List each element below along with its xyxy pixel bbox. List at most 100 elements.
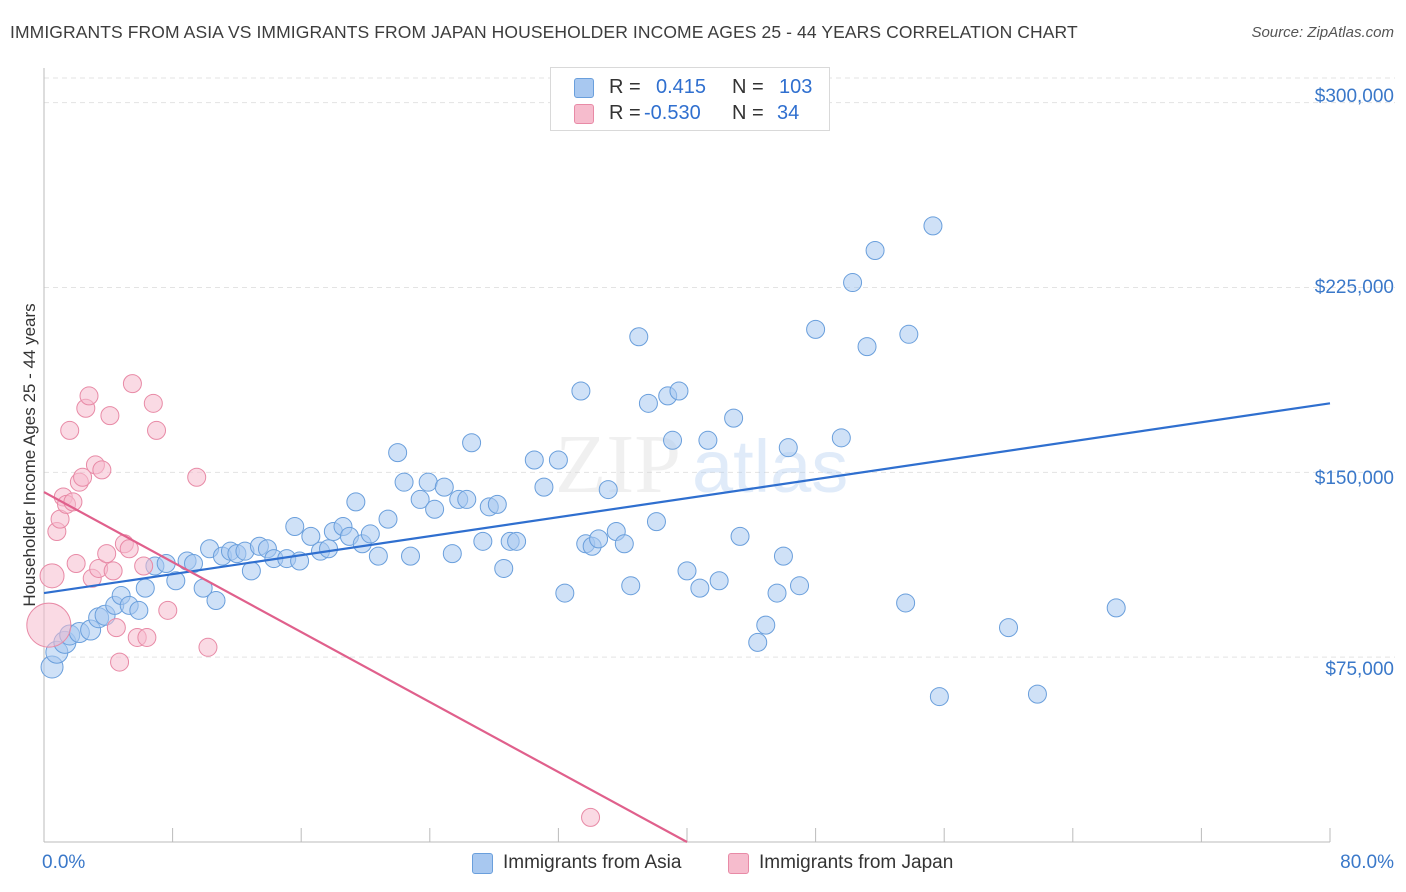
trend-lines bbox=[43, 402, 1331, 843]
asia-point bbox=[923, 216, 943, 236]
japan-point bbox=[187, 467, 207, 487]
asia-point bbox=[896, 593, 916, 613]
series-asia-points bbox=[40, 216, 1126, 707]
japan-point bbox=[92, 460, 112, 480]
asia-point bbox=[388, 443, 408, 463]
asia-swatch bbox=[574, 78, 594, 98]
asia-point bbox=[507, 531, 527, 551]
japan-point bbox=[60, 420, 80, 440]
japan-point bbox=[26, 602, 72, 648]
asia-point bbox=[401, 546, 421, 566]
n-label: N = bbox=[732, 76, 764, 98]
japan-point bbox=[158, 600, 178, 620]
asia-point bbox=[206, 590, 226, 610]
axes bbox=[43, 68, 1331, 843]
asia-point bbox=[534, 477, 554, 497]
japan-point bbox=[66, 554, 86, 574]
asia-point bbox=[767, 583, 787, 603]
source-credit: Source: ZipAtlas.com bbox=[1251, 24, 1394, 41]
japan-point bbox=[100, 406, 120, 426]
legend-label-asia: Immigrants from Asia bbox=[503, 852, 682, 873]
asia-point bbox=[756, 615, 776, 635]
asia-point bbox=[571, 381, 591, 401]
asia-point bbox=[410, 489, 430, 509]
japan-point bbox=[39, 563, 65, 589]
watermark-zip: ZIP bbox=[555, 418, 681, 511]
asia-point bbox=[843, 273, 863, 293]
n-label: N = bbox=[732, 102, 764, 124]
asia-point bbox=[473, 531, 493, 551]
asia-point bbox=[462, 433, 482, 453]
asia-point bbox=[669, 381, 689, 401]
asia-point bbox=[677, 561, 697, 581]
asia-point bbox=[748, 632, 768, 652]
asia-point bbox=[442, 544, 462, 564]
japan-point bbox=[103, 561, 123, 581]
asia-point bbox=[614, 534, 634, 554]
japan-point bbox=[122, 374, 142, 394]
asia-trend-line bbox=[43, 402, 1331, 595]
asia-point bbox=[1027, 684, 1047, 704]
correlation-legend: R = 0.415 N = 103 R = -0.530 N = 34 bbox=[550, 67, 830, 131]
japan-point bbox=[147, 420, 167, 440]
japan-swatch bbox=[728, 853, 749, 874]
asia-point bbox=[690, 578, 710, 598]
japan-point bbox=[97, 544, 117, 564]
asia-point bbox=[865, 241, 885, 261]
asia-point bbox=[394, 472, 414, 492]
series-japan-points bbox=[26, 374, 601, 827]
r-value: -0.530 bbox=[644, 102, 701, 124]
asia-point bbox=[621, 576, 641, 596]
asia-point bbox=[831, 428, 851, 448]
watermark: ZIP atlas bbox=[555, 418, 848, 511]
asia-point bbox=[999, 618, 1018, 638]
asia-point bbox=[778, 438, 798, 458]
japan-point bbox=[110, 652, 130, 672]
asia-point bbox=[598, 480, 618, 500]
asia-point bbox=[899, 324, 919, 344]
japan-point bbox=[581, 807, 601, 827]
asia-point bbox=[790, 576, 810, 596]
asia-point bbox=[418, 472, 438, 492]
asia-point bbox=[378, 509, 398, 529]
n-value: 34 bbox=[777, 102, 800, 124]
asia-point bbox=[806, 319, 826, 339]
asia-point bbox=[730, 526, 750, 546]
x-tick-label-min: 0.0% bbox=[42, 852, 86, 873]
r-label: R = bbox=[609, 102, 641, 124]
asia-point bbox=[425, 499, 445, 519]
japan-point bbox=[73, 467, 93, 487]
asia-point bbox=[319, 539, 339, 559]
asia-point bbox=[135, 578, 155, 598]
asia-point bbox=[457, 489, 477, 509]
asia-point bbox=[346, 492, 366, 512]
japan-point bbox=[134, 556, 154, 576]
japan-swatch bbox=[574, 104, 594, 124]
asia-point bbox=[857, 337, 877, 357]
asia-point bbox=[301, 526, 321, 546]
asia-point bbox=[773, 546, 793, 566]
asia-point bbox=[646, 512, 666, 532]
y-tick-label: $300,000 bbox=[1314, 86, 1394, 107]
y-axis-title: Householder Income Ages 25 - 44 years bbox=[20, 303, 39, 607]
r-value: 0.415 bbox=[656, 76, 707, 98]
asia-point bbox=[555, 583, 575, 603]
asia-point bbox=[129, 600, 149, 620]
r-label: R = bbox=[609, 76, 641, 98]
japan-point bbox=[79, 386, 99, 406]
asia-point bbox=[524, 450, 544, 470]
asia-point bbox=[156, 554, 176, 574]
asia-point bbox=[698, 430, 718, 450]
japan-point bbox=[198, 637, 218, 657]
n-value: 103 bbox=[779, 76, 813, 98]
y-tick-label: $150,000 bbox=[1314, 468, 1394, 489]
asia-point bbox=[724, 408, 744, 428]
japan-trend-line bbox=[43, 491, 688, 843]
series-legend: Immigrants from Asia Immigrants from Jap… bbox=[0, 852, 1406, 878]
asia-point bbox=[589, 529, 609, 549]
asia-point bbox=[929, 687, 949, 707]
japan-point bbox=[119, 539, 139, 559]
x-tick-label-max: 80.0% bbox=[1340, 852, 1394, 873]
y-tick-label: $75,000 bbox=[1325, 659, 1394, 680]
